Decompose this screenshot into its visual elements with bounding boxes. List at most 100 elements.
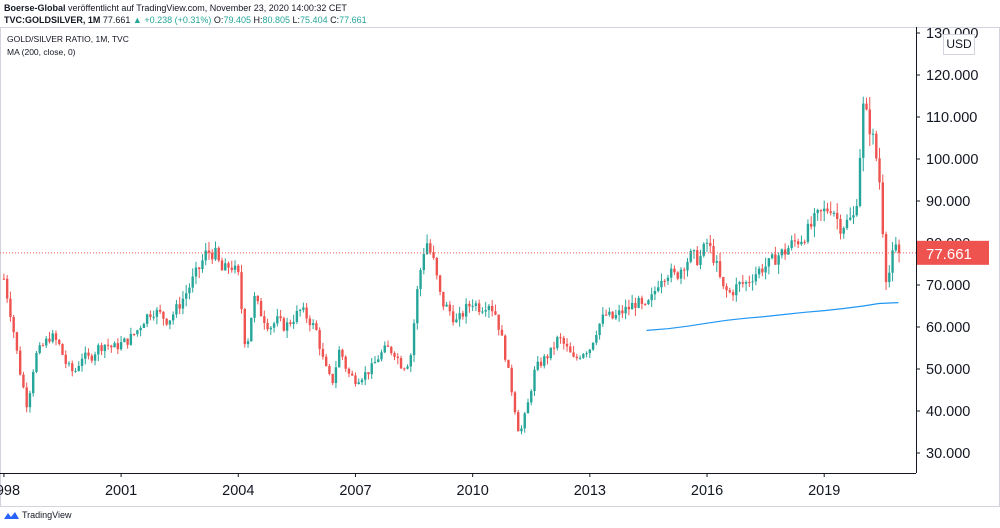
time-tick-label: 2007	[339, 483, 371, 499]
candle-body	[562, 337, 565, 344]
candle-body	[722, 277, 725, 287]
candle-body	[715, 261, 718, 263]
candle-body	[630, 302, 634, 310]
candle-body	[168, 320, 172, 325]
candle-body	[842, 228, 845, 234]
candle-body	[18, 350, 22, 375]
candle-body	[689, 250, 692, 262]
candle-body	[334, 367, 338, 384]
candle-body	[308, 318, 312, 326]
change-value: +0.238 (+0.31%)	[144, 15, 212, 25]
footer: TradingView	[4, 510, 72, 520]
candle-body	[862, 103, 865, 158]
candle-body	[419, 270, 422, 290]
candle-body	[621, 310, 624, 314]
candle-body	[728, 290, 732, 293]
candle-body	[523, 413, 526, 429]
candle-body	[318, 329, 321, 349]
candle-body	[744, 282, 748, 284]
candle-body	[777, 255, 780, 265]
candle-body	[748, 282, 751, 284]
candle-body	[279, 316, 282, 319]
candle-body	[591, 342, 595, 350]
time-tick-label: 1998	[0, 483, 20, 499]
candle-body	[129, 333, 133, 345]
candle-body	[432, 252, 435, 258]
candle-body	[175, 304, 178, 315]
candle-body	[416, 289, 419, 324]
price-tick-label: 90.000	[926, 194, 970, 210]
candle-body	[670, 268, 673, 278]
candle-body	[673, 268, 676, 273]
candle-body	[67, 363, 71, 365]
candle-body	[679, 269, 683, 279]
chart-area[interactable]: 30.00040.00050.00060.00070.00080.00090.0…	[0, 26, 1000, 507]
candle-body	[201, 260, 204, 270]
ma-200-line	[646, 302, 899, 331]
candle-body	[552, 347, 556, 349]
candle-body	[240, 272, 243, 310]
candle-body	[324, 356, 328, 367]
candle-body	[741, 282, 745, 284]
candle-body	[45, 338, 48, 346]
candle-body	[461, 313, 465, 317]
candle-body	[643, 303, 647, 305]
candle-body	[5, 278, 9, 299]
candle-body	[214, 247, 217, 260]
candle-body	[767, 258, 771, 267]
candle-body	[653, 290, 657, 295]
candle-body	[412, 323, 416, 356]
candle-body	[735, 284, 738, 296]
candle-body	[386, 345, 390, 347]
candle-body	[787, 248, 790, 255]
time-axis[interactable]: 1998 2001 2004 2007 2010 2013 2016 2019	[0, 473, 840, 499]
candle-body	[370, 363, 373, 375]
currency-label[interactable]: USD	[943, 34, 975, 55]
candle-body	[725, 286, 728, 291]
candle-body	[455, 319, 458, 323]
time-tick-label: 2010	[457, 483, 489, 499]
candle-body	[888, 272, 891, 283]
candle-body	[503, 335, 507, 360]
change-arrow-icon: ▲	[132, 15, 142, 25]
candle-body	[321, 348, 325, 357]
candle-body	[132, 333, 136, 335]
candle-body	[337, 349, 341, 368]
candle-body	[647, 300, 650, 305]
candlestick-chart[interactable]: 30.00040.00050.00060.00070.00080.00090.0…	[0, 26, 1000, 507]
candle-body	[58, 339, 61, 344]
candle-body	[191, 276, 194, 288]
candle-body	[836, 212, 839, 219]
candle-body	[806, 223, 810, 242]
candle-body	[497, 314, 500, 330]
indicator-legend[interactable]: MA (200, close, 0)	[7, 47, 76, 57]
candle-body	[702, 243, 705, 256]
candle-body	[601, 314, 605, 324]
symbol-label: TVC:GOLDSILVER, 1M	[4, 15, 101, 25]
candle-body	[71, 363, 74, 372]
candle-body	[761, 268, 764, 273]
candle-body	[344, 356, 347, 369]
candle-body	[481, 311, 484, 313]
candle-body	[311, 323, 315, 326]
candle-body	[474, 303, 478, 306]
candle-body	[520, 428, 523, 432]
candle-body	[458, 313, 461, 320]
candle-body	[897, 244, 901, 253]
candle-body	[692, 250, 696, 252]
candle-body	[666, 277, 670, 281]
candle-body	[393, 353, 396, 357]
candle-body	[207, 250, 211, 253]
candle-body	[295, 310, 299, 322]
candle-body	[549, 347, 552, 359]
candle-body	[54, 333, 58, 340]
candle-body	[816, 209, 819, 214]
candle-body	[832, 212, 836, 214]
candle-body	[119, 342, 123, 350]
open-value: 79.405	[223, 15, 251, 25]
candle-body	[220, 260, 224, 271]
candle-body	[780, 249, 784, 256]
candle-body	[624, 306, 627, 314]
candle-body	[266, 322, 269, 330]
candle-body	[162, 311, 165, 319]
